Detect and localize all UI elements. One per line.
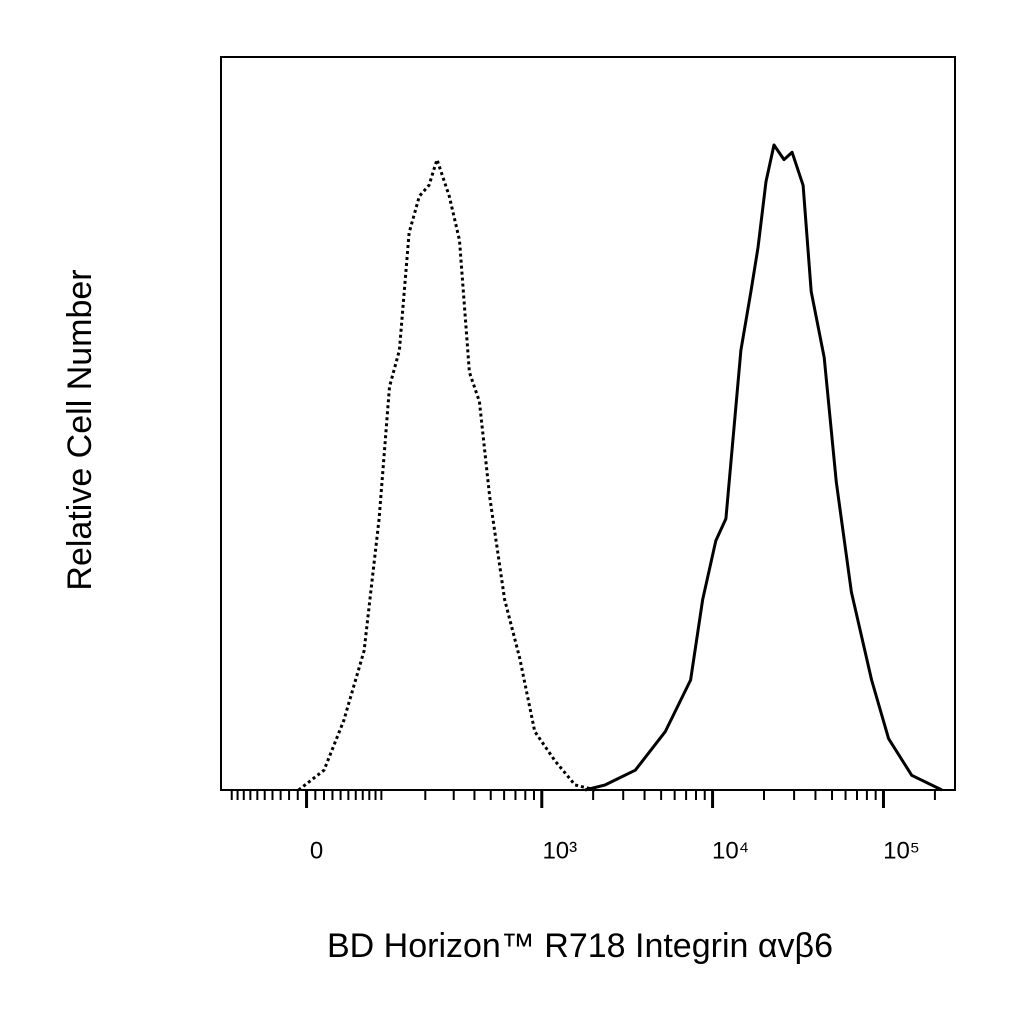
x-tick-label: 10⁵ — [883, 837, 920, 864]
plot-frame — [220, 56, 956, 791]
y-axis-label: Relative Cell Number — [61, 269, 99, 590]
x-tick-label: 10³ — [542, 837, 577, 864]
x-tick-label: 10⁴ — [712, 837, 749, 864]
x-tick-label: 0 — [310, 837, 323, 864]
histogram-line — [584, 143, 943, 792]
x-axis-label: BD Horizon™ R718 Integrin αvβ6 — [327, 927, 833, 965]
histogram-line — [297, 158, 596, 792]
